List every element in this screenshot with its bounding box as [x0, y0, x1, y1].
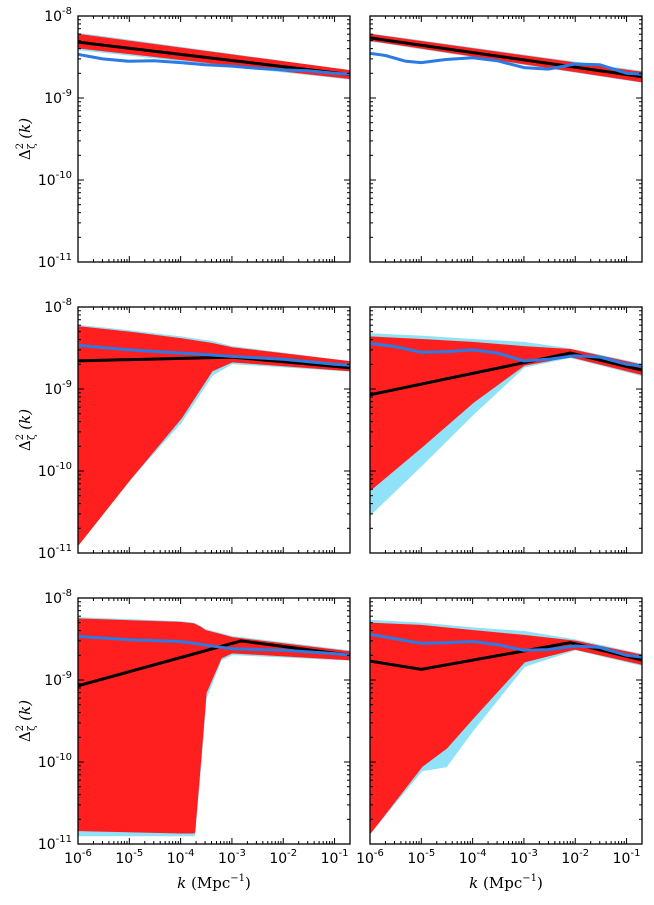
x-tick-label: 10-6 [356, 848, 384, 867]
reference-line [370, 632, 642, 659]
y-axis-label: Δ2ζ (k) [15, 118, 38, 160]
median-line [370, 351, 642, 397]
panel-r2c2 [369, 306, 643, 554]
x-tick-label: 10-4 [167, 848, 195, 867]
y-tick-label: 10-11 [38, 252, 72, 271]
median-line [370, 641, 642, 671]
panel-r1c2 [369, 15, 643, 263]
y-tick-label: 10-9 [44, 379, 72, 398]
y-tick-label: 10-8 [44, 6, 72, 25]
x-axis-label: k (Mpc−1) [177, 873, 251, 892]
y-tick-label: 10-10 [38, 170, 72, 189]
reference-line [78, 52, 350, 76]
median-line [78, 639, 350, 688]
panel-r1c1: 10-8 10-9 10-10 10-11 Δ2ζ (k) [15, 6, 351, 271]
axes-frame [77, 15, 351, 263]
ticks [77, 597, 351, 845]
median-line [370, 36, 642, 79]
y-tick-label: 10-11 [38, 543, 72, 562]
y-tick-label: 10-9 [44, 88, 72, 107]
ticks [77, 15, 351, 263]
y-tick-label: 10-8 [44, 297, 72, 316]
x-tick-label: 10-3 [218, 848, 246, 867]
x-tick-label: 10-4 [459, 848, 487, 867]
axes-frame [77, 597, 351, 845]
y-tick-label: 10-9 [44, 670, 72, 689]
panel-r3c2: 10-6 10-5 10-4 10-3 10-2 10-1 k (Mpc−1) [356, 597, 643, 892]
plot-area [78, 324, 350, 546]
axes-frame [369, 15, 643, 263]
axes-frame [369, 597, 643, 845]
inner-band [78, 618, 350, 834]
reference-line [370, 51, 642, 76]
reference-line [78, 343, 350, 367]
x-tick-label: 10-6 [64, 848, 92, 867]
y-axis-label: Δ2ζ (k) [15, 409, 38, 451]
ticks [369, 15, 643, 263]
plot-area [78, 617, 350, 837]
x-tick-label: 10-5 [115, 848, 143, 867]
panel-r3c1: 10-8 10-9 10-10 10-11 Δ2ζ (k) 10-6 10-5 10-4 10-… [15, 588, 351, 892]
plot-area [370, 619, 642, 834]
x-tick-label: 10-2 [269, 848, 297, 867]
axes-frame [77, 306, 351, 554]
reference-line [370, 341, 642, 368]
inner-band [370, 622, 642, 834]
x-tick-label: 10-1 [613, 848, 641, 867]
y-tick-label: 10-8 [44, 588, 72, 607]
x-tick-label: 10-2 [561, 848, 589, 867]
y-tick-label: 10-10 [38, 461, 72, 480]
axes-frame [369, 306, 643, 554]
plot-area [370, 333, 642, 516]
reference-line [78, 634, 350, 657]
y-tick-label: 10-10 [38, 752, 72, 771]
ticks [77, 306, 351, 554]
inner-band [370, 336, 642, 491]
inner-band [78, 326, 350, 546]
x-tick-label: 10-5 [407, 848, 435, 867]
y-axis-label: Δ2ζ (k) [15, 700, 38, 742]
plot-area [78, 32, 350, 80]
x-tick-label: 10-1 [321, 848, 349, 867]
plot-area [370, 33, 642, 83]
x-tick-label: 10-3 [510, 848, 538, 867]
x-axis-label: k (Mpc−1) [469, 873, 543, 892]
ticks [369, 306, 643, 554]
ticks [369, 597, 643, 845]
panel-r2c1: 10-8 10-9 10-10 10-11 Δ2ζ (k) [15, 297, 351, 562]
y-tick-label: 10-11 [38, 834, 72, 853]
